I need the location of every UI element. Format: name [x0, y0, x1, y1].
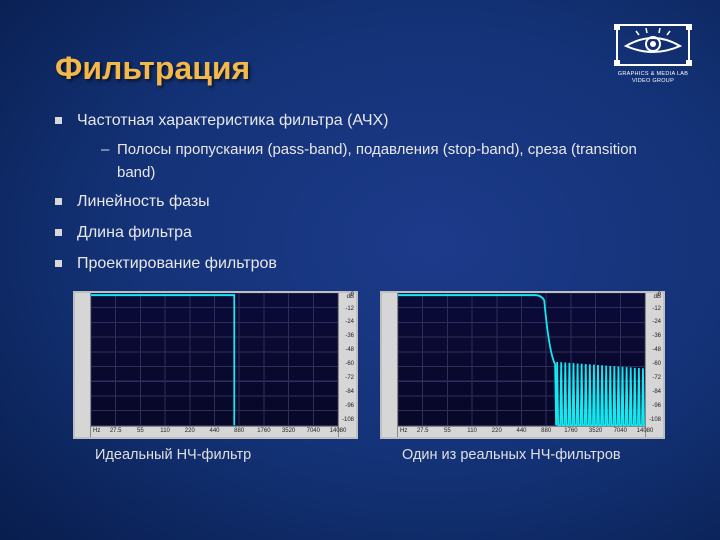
chart-xaxis: Hz27.55511022044088017603520704014080 — [398, 426, 645, 437]
chart-yaxis-left — [75, 293, 91, 437]
chart-frame: dB0-12-24-36-48-60-72-84-96-108 Hz27.555… — [73, 291, 358, 439]
chart-plot — [91, 293, 338, 437]
logo-text-line2: VIDEO GROUP — [610, 78, 696, 85]
chart-yaxis-left — [382, 293, 398, 437]
sub-item: Полосы пропускания (pass-band), подавлен… — [101, 138, 675, 185]
chart-yaxis-right: dB0-12-24-36-48-60-72-84-96-108 — [338, 293, 356, 437]
bullet-item: Длина фильтра — [55, 221, 675, 246]
sub-list: Полосы пропускания (pass-band), подавлен… — [77, 138, 675, 185]
chart-xaxis: Hz27.55511022044088017603520704014080 — [91, 426, 338, 437]
chart-caption: Один из реальных НЧ-фильтров — [380, 447, 675, 463]
logo: GRAPHICS & MEDIA LAB VIDEO GROUP — [610, 24, 696, 84]
bullet-item: Проектирование фильтров — [55, 252, 675, 277]
bullet-item: Частотная характеристика фильтра (АЧХ) П… — [55, 109, 675, 184]
chart-yaxis-right: dB0-12-24-36-48-60-72-84-96-108 — [645, 293, 663, 437]
bullet-list: Частотная характеристика фильтра (АЧХ) П… — [55, 109, 675, 277]
chart-svg — [398, 293, 645, 437]
eye-lab-icon — [614, 24, 692, 68]
chart-svg — [91, 293, 338, 437]
chart-caption: Идеальный НЧ-фильтр — [73, 447, 368, 463]
logo-text-line1: GRAPHICS & MEDIA LAB — [610, 71, 696, 78]
bullet-text: Частотная характеристика фильтра (АЧХ) — [77, 112, 388, 129]
chart-right: dB0-12-24-36-48-60-72-84-96-108 Hz27.555… — [380, 291, 675, 463]
bullet-item: Линейность фазы — [55, 190, 675, 215]
chart-left: dB0-12-24-36-48-60-72-84-96-108 Hz27.555… — [73, 291, 368, 463]
chart-plot — [398, 293, 645, 437]
page-title: Фильтрация — [55, 50, 675, 87]
chart-frame: dB0-12-24-36-48-60-72-84-96-108 Hz27.555… — [380, 291, 665, 439]
charts-row: dB0-12-24-36-48-60-72-84-96-108 Hz27.555… — [55, 291, 675, 463]
